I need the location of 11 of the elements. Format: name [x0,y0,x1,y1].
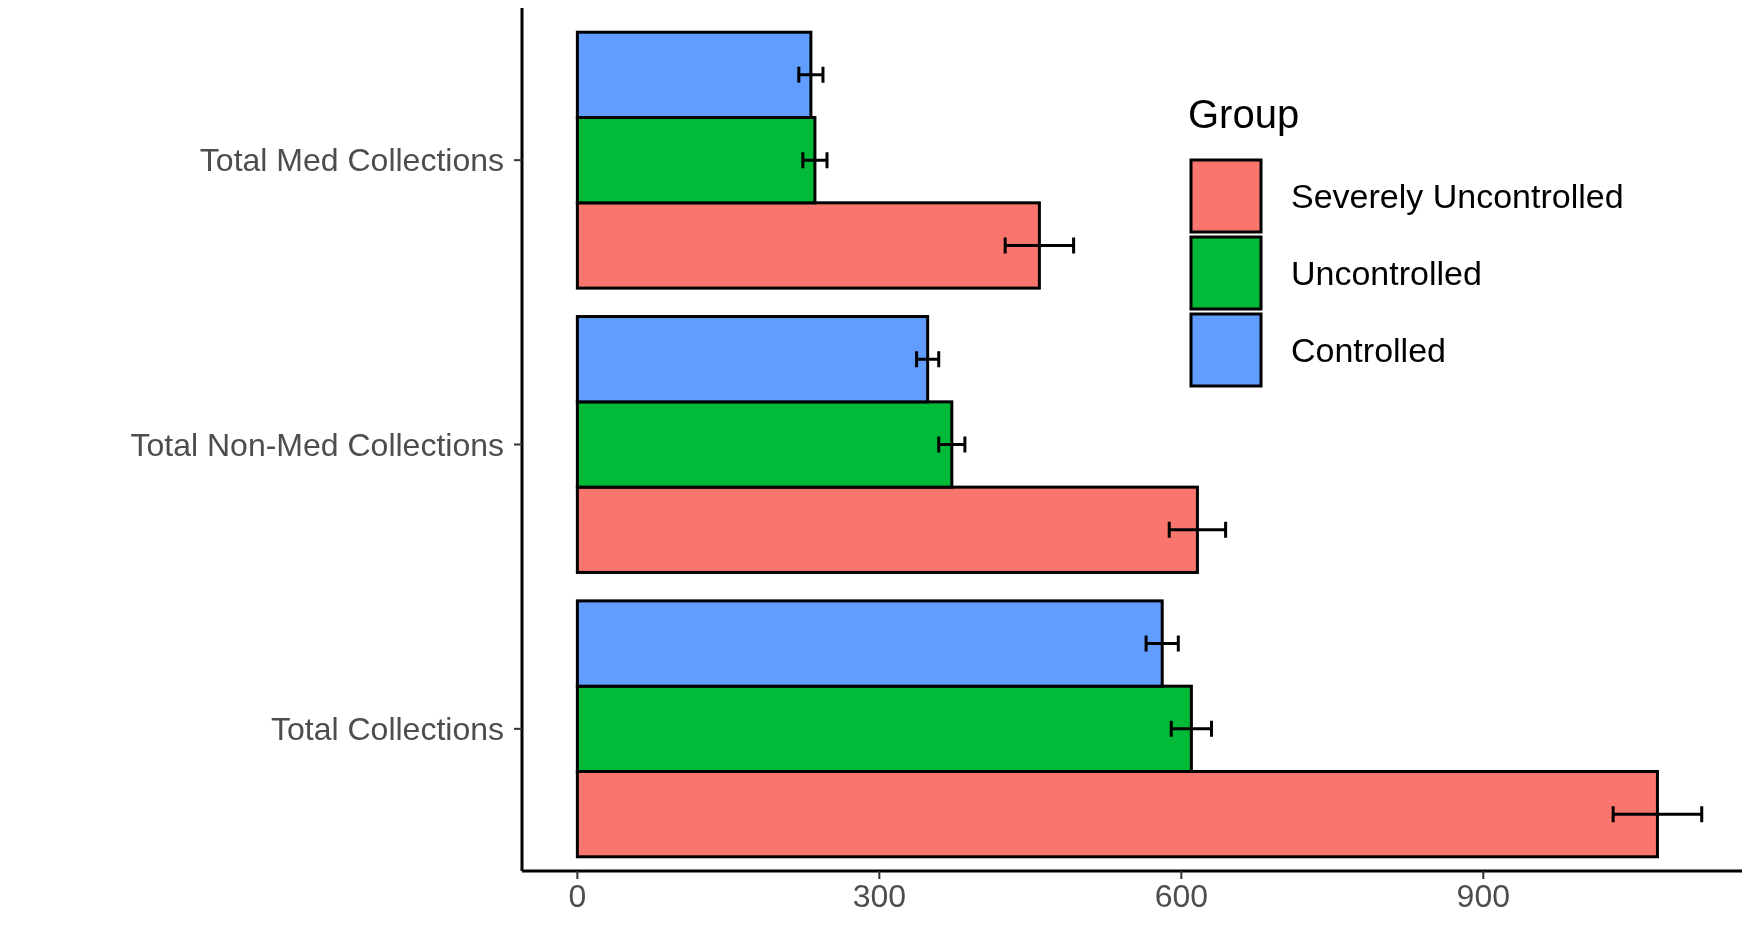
x-tick-label: 0 [568,878,587,914]
legend-label: Controlled [1291,331,1446,369]
x-tick-label: 600 [1154,878,1209,914]
legend-title: Group [1188,92,1300,136]
x-tick-label: 300 [852,878,907,914]
y-tick-label: Total Med Collections [199,142,504,179]
legend-label: Severely Uncontrolled [1291,177,1624,215]
legend-label: Uncontrolled [1291,254,1482,292]
y-tick-label: Total Collections [271,710,504,747]
x-tick-label: 900 [1456,878,1510,914]
y-tick-label: Total Non-Med Collections [130,426,504,463]
